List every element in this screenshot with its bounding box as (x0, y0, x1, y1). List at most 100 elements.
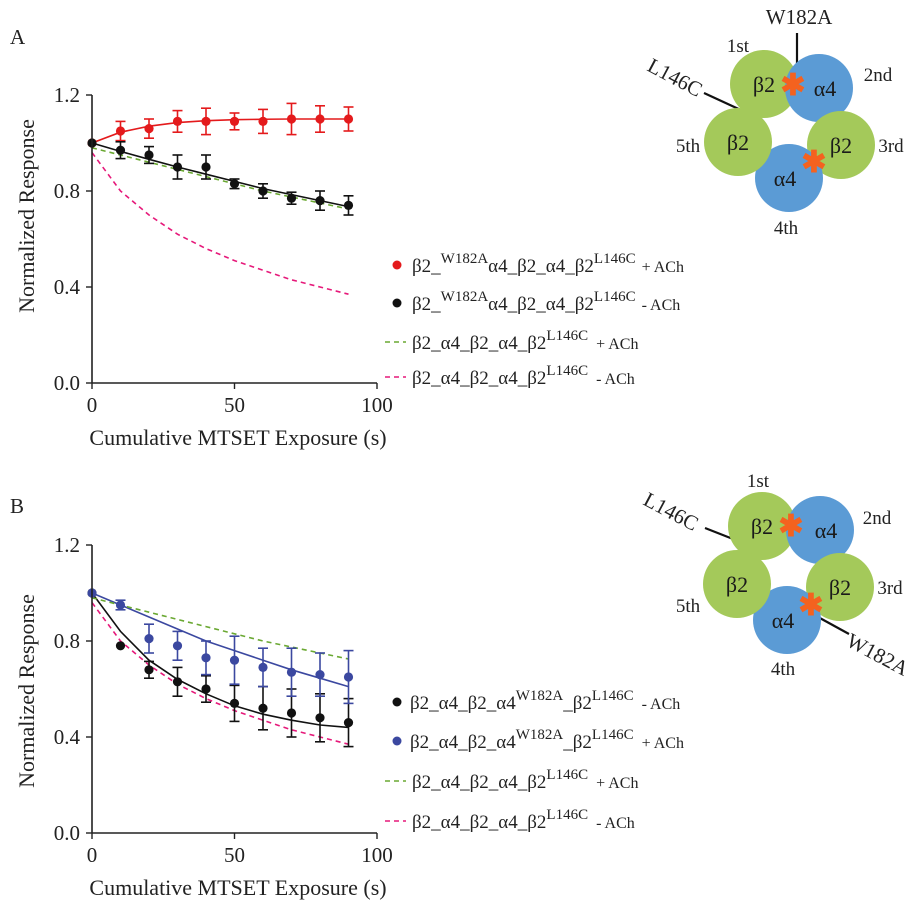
legend-item: β2_α4_β2_α4_β2L146C - ACh (385, 807, 635, 833)
data-point (286, 667, 297, 677)
panel-a-y-label: Normalized Response (14, 119, 39, 313)
subunit-label: β2 (830, 133, 852, 158)
legend-item: β2_α4_β2_α4W182A_β2L146C + ACh (392, 727, 684, 753)
panel-label-a: A (10, 25, 26, 49)
position-label: 3rd (877, 578, 903, 599)
mutation-pointer-line (703, 92, 744, 112)
data-point (172, 641, 183, 651)
x-tick-label: 100 (361, 843, 393, 867)
beta2-subunit-1 (728, 492, 796, 560)
beta2-subunit-3 (807, 111, 875, 179)
data-point (286, 708, 297, 718)
subunit-label: β2 (829, 575, 851, 600)
legend-label: β2_α4_β2_α4_β2L146C - ACh (412, 807, 635, 833)
legend-marker-dot (392, 736, 402, 746)
position-label: 2nd (864, 65, 893, 86)
data-point (115, 145, 126, 155)
pentamer-diagram-b: β2 α4 β2 α4 β2 ✱ ✱ 1st 2nd 3rd 4th 5th L… (640, 471, 914, 681)
y-tick-label: 0.0 (54, 371, 80, 395)
alpha4-subunit-2 (785, 54, 853, 122)
data-point (258, 662, 268, 673)
panel-b-y-label: Normalized Response (14, 594, 39, 788)
y-tick-label: 1.2 (54, 533, 80, 557)
data-point (201, 653, 211, 663)
x-tick-label: 50 (224, 843, 245, 867)
beta2-subunit-1 (730, 50, 798, 118)
legend-label: β2_W182Aα4_β2_α4_β2L146C + ACh (412, 251, 684, 277)
legend-label: β2_α4_β2_α4W182A_β2L146C + ACh (410, 727, 684, 753)
y-tick-label: 0.4 (54, 725, 81, 749)
position-label: 1st (727, 36, 750, 57)
legend-label: β2_α4_β2_α4_β2L146C + ACh (412, 767, 638, 793)
binding-site-star-icon: ✱ (798, 589, 823, 622)
series-line-0 (91, 592, 349, 729)
panel-b-plot (87, 588, 354, 748)
legend-item: β2_α4_β2_α4_β2L146C + ACh (385, 767, 638, 793)
data-point (258, 116, 268, 126)
x-tick-label: 50 (224, 393, 245, 417)
pentamer-diagram-a: β2 α4 β2 α4 β2 ✱ ✱ 1st 2nd 3rd 4th 5th W… (644, 5, 905, 239)
legend-label: β2_α4_β2_α4_β2L146C + ACh (412, 328, 638, 354)
data-point (258, 703, 268, 713)
legend-label: β2_α4_β2_α4W182A_β2L146C - ACh (410, 688, 680, 714)
data-point (229, 655, 240, 665)
data-point (115, 600, 126, 610)
position-label: 5th (676, 136, 701, 157)
subunit-label: α4 (774, 166, 797, 191)
mutation-label: W182A (766, 5, 833, 29)
beta2-subunit-5 (703, 550, 771, 618)
panel-b-legend: β2_α4_β2_α4W182A_β2L146C - ACh β2_α4_β2_α… (385, 688, 684, 833)
data-point (286, 114, 297, 124)
y-tick-label: 0.0 (54, 821, 80, 845)
data-point (201, 116, 211, 126)
panel-a-plot (87, 102, 354, 295)
subunit-label: α4 (814, 76, 837, 101)
data-point (144, 665, 154, 675)
mutation-pointer-line (817, 616, 850, 635)
data-point (343, 114, 354, 124)
alpha4-subunit-4 (755, 144, 823, 212)
data-point (144, 150, 154, 160)
mutation-label: L146C (640, 487, 703, 536)
binding-site-star-icon: ✱ (778, 510, 803, 543)
series-line-1 (91, 592, 349, 688)
panel-b: B 0 50 100 0.0 0.4 0.8 1.2 Cumulative MTSET Ex… (10, 471, 913, 900)
data-point (229, 698, 240, 709)
position-label: 4th (774, 218, 799, 239)
x-tick-label: 0 (87, 843, 98, 867)
data-point (144, 634, 154, 644)
legend-marker-dot (392, 697, 402, 707)
panel-b-x-label: Cumulative MTSET Exposure (s) (89, 875, 386, 900)
binding-site-star-icon: ✱ (780, 69, 805, 102)
binding-site-star-icon: ✱ (801, 146, 826, 179)
legend-item: β2_W182Aα4_β2_α4_β2L146C + ACh (392, 251, 684, 277)
data-point (201, 684, 211, 694)
subunit-label: α4 (815, 518, 838, 543)
panel-label-b: B (10, 494, 24, 518)
data-point (172, 116, 183, 126)
data-point (144, 124, 154, 134)
data-point (315, 670, 325, 680)
subunit-label: β2 (751, 514, 773, 539)
alpha4-subunit-4 (753, 586, 821, 654)
series-line-0 (91, 118, 349, 144)
subunit-label: α4 (772, 608, 795, 633)
mutation-label: L146C (644, 53, 707, 102)
y-tick-label: 1.2 (54, 83, 80, 107)
legend-item: β2_α4_β2_α4W182A_β2L146C - ACh (392, 688, 680, 714)
series-line-3 (91, 152, 349, 295)
series-line-1 (91, 142, 349, 208)
subunit-label: β2 (753, 72, 775, 97)
data-point (343, 718, 354, 728)
legend-marker-dot (392, 260, 402, 270)
data-point (172, 677, 183, 687)
beta2-subunit-3 (806, 553, 874, 621)
data-point (343, 200, 354, 210)
data-point (343, 672, 354, 682)
series-line-2 (91, 597, 349, 660)
legend-label: β2_α4_β2_α4_β2L146C - ACh (412, 363, 635, 389)
x-tick-label: 100 (361, 393, 393, 417)
position-label: 4th (771, 659, 796, 680)
data-point (172, 162, 183, 172)
